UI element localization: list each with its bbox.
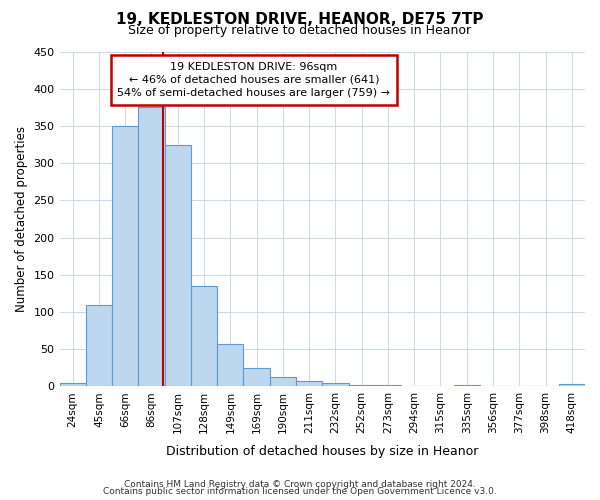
Bar [59,382,86,386]
Bar [139,108,164,386]
Text: Size of property relative to detached houses in Heanor: Size of property relative to detached ho… [128,24,472,37]
Bar [244,368,270,386]
Bar [270,376,296,386]
Bar [191,286,217,386]
Bar [454,385,480,386]
Text: Contains HM Land Registry data © Crown copyright and database right 2024.: Contains HM Land Registry data © Crown c… [124,480,476,489]
Bar [322,382,349,386]
Text: 19, KEDLESTON DRIVE, HEANOR, DE75 7TP: 19, KEDLESTON DRIVE, HEANOR, DE75 7TP [116,12,484,28]
Bar [296,381,322,386]
Bar [217,344,244,387]
Text: 19 KEDLESTON DRIVE: 96sqm
← 46% of detached houses are smaller (641)
54% of semi: 19 KEDLESTON DRIVE: 96sqm ← 46% of detac… [118,62,391,98]
Bar [164,144,191,386]
Bar [112,126,139,386]
Bar [375,385,401,386]
Y-axis label: Number of detached properties: Number of detached properties [15,126,28,312]
Bar [86,304,112,386]
X-axis label: Distribution of detached houses by size in Heanor: Distribution of detached houses by size … [166,444,478,458]
Bar [559,384,585,386]
Text: Contains public sector information licensed under the Open Government Licence v3: Contains public sector information licen… [103,488,497,496]
Bar [349,385,375,386]
